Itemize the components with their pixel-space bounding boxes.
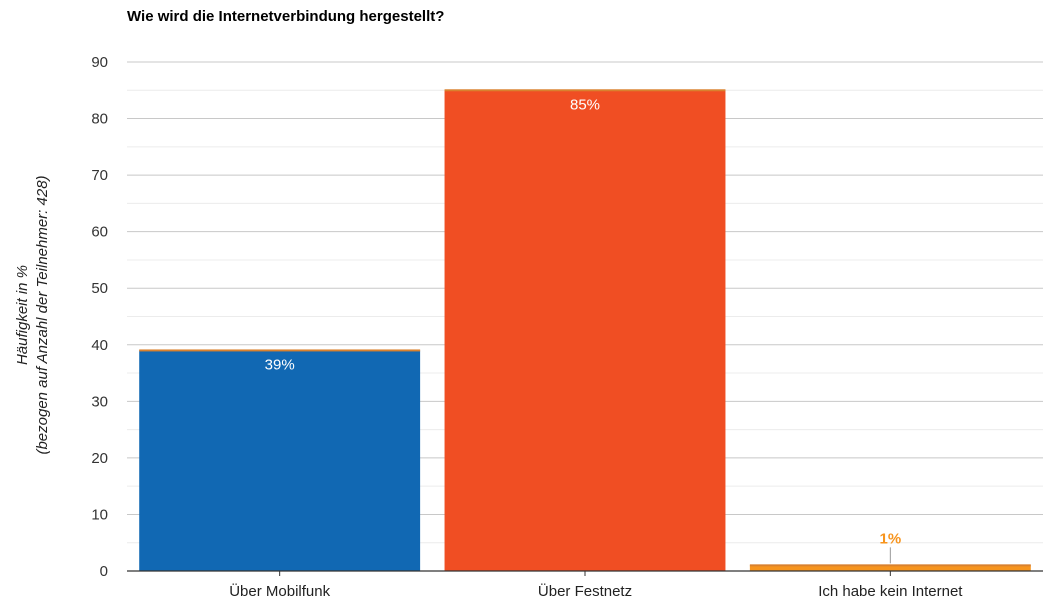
data-label: 1% bbox=[879, 530, 901, 547]
x-tick-label: Über Mobilfunk bbox=[229, 582, 330, 600]
y-tick-label: 20 bbox=[91, 450, 108, 467]
y-tick-label: 90 bbox=[91, 54, 108, 71]
data-label: 85% bbox=[570, 96, 600, 113]
bars bbox=[139, 89, 1031, 572]
y-tick-label: 80 bbox=[91, 111, 108, 128]
y-tick-label: 10 bbox=[91, 506, 108, 523]
y-tick-label: 50 bbox=[91, 280, 108, 297]
y-axis-sublabel: (bezogen auf Anzahl der Teilnehmer: 428) bbox=[34, 175, 51, 454]
chart-title: Wie wird die Internetverbindung hergeste… bbox=[127, 8, 445, 25]
data-label: 39% bbox=[265, 356, 295, 373]
labels: 0 10 20 30 40 50 60 70 80 90 39% Über Mobilfunk 85% Ü… bbox=[91, 54, 963, 600]
bar-top-edge bbox=[444, 89, 726, 92]
x-tick-label: Über Festnetz bbox=[538, 582, 632, 600]
y-tick-label: 60 bbox=[91, 224, 108, 241]
bar-top-edge bbox=[749, 564, 1031, 567]
y-tick-label: 70 bbox=[91, 167, 108, 184]
bar-top-edge bbox=[139, 349, 421, 352]
bar bbox=[139, 350, 421, 571]
y-axis-title: Häufigkeit in % (bezogen auf Anzahl der … bbox=[14, 175, 51, 454]
bar bbox=[749, 565, 1031, 571]
y-tick-label: 0 bbox=[100, 563, 108, 580]
bar bbox=[444, 90, 726, 572]
y-tick-label: 30 bbox=[91, 393, 108, 410]
y-axis-label: Häufigkeit in % bbox=[14, 265, 31, 365]
y-tick-label: 40 bbox=[91, 337, 108, 354]
axes bbox=[127, 570, 1043, 576]
x-tick-label: Ich habe kein Internet bbox=[818, 583, 963, 600]
